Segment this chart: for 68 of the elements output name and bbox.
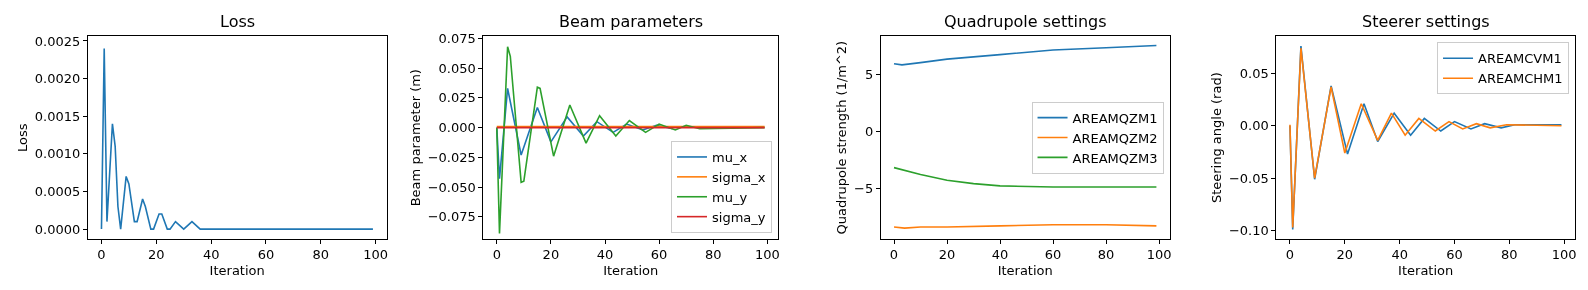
y-tick-label: 0.025: [438, 90, 476, 106]
legend-label: mu_y: [712, 189, 748, 205]
x-tick-label: 20: [938, 247, 956, 263]
chart-title: Steerer settings: [1362, 12, 1490, 31]
y-tick-label: 5: [865, 66, 874, 82]
chart-title: Quadrupole settings: [944, 12, 1107, 31]
x-tick-label: 80: [704, 247, 722, 263]
y-tick-label: 0.05: [1239, 65, 1269, 81]
y-tick-label: 0.075: [438, 31, 476, 47]
legend-label: sigma_x: [712, 169, 766, 185]
chart-title: Loss: [220, 12, 256, 31]
x-axis-title: Iteration: [603, 263, 659, 279]
y-tick-label: −5: [854, 180, 874, 196]
x-tick-label: 80: [1501, 247, 1518, 263]
y-tick-label: 0.00: [1239, 118, 1269, 134]
x-tick-label: 40: [202, 247, 220, 263]
legend-label: AREAMCHM1: [1478, 71, 1563, 87]
legend-label: AREAMQZM3: [1072, 150, 1158, 166]
y-tick-label: 0: [865, 123, 874, 139]
y-tick-label: −0.050: [427, 179, 476, 195]
y-tick-label: −0.075: [427, 209, 476, 225]
x-axis-title: Iteration: [209, 263, 265, 279]
x-tick-label: 80: [1097, 247, 1115, 263]
y-tick-label: −0.10: [1228, 223, 1269, 239]
y-tick-label: 0.0005: [34, 184, 81, 200]
x-tick-label: 100: [1146, 247, 1172, 263]
chart-title: Beam parameters: [559, 12, 704, 31]
y-tick-label: 0.0015: [34, 108, 81, 124]
y-tick-label: 0.0025: [34, 33, 81, 49]
y-tick-label: 0.000: [438, 120, 476, 136]
x-tick-label: 40: [1391, 247, 1408, 263]
x-tick-label: 0: [1285, 247, 1295, 263]
x-tick-label: 20: [542, 247, 560, 263]
legend-label: mu_x: [712, 150, 748, 166]
legend-label: AREAMCVM1: [1478, 51, 1562, 67]
legend-label: AREAMQZM1: [1072, 110, 1158, 126]
x-tick-label: 60: [1044, 247, 1062, 263]
line-series: [893, 44, 1158, 66]
x-tick-label: 0: [97, 247, 106, 263]
y-axis-title: Quadrupole strength (1/m^2): [834, 40, 850, 235]
y-tick-label: 0.0010: [34, 146, 81, 162]
line-series: [100, 47, 374, 230]
x-tick-label: 80: [312, 247, 330, 263]
x-tick-label: 0: [889, 247, 899, 263]
line-series: [893, 166, 1158, 188]
x-tick-label: 60: [1446, 247, 1463, 263]
y-tick-label: 0.0020: [34, 71, 81, 87]
y-tick-label: −0.025: [427, 149, 476, 165]
y-axis-title: Beam parameter (m): [407, 69, 423, 207]
x-tick-label: 100: [754, 247, 780, 263]
x-tick-label: 100: [1551, 247, 1577, 263]
x-tick-label: 40: [991, 247, 1009, 263]
x-axis-title: Iteration: [997, 263, 1053, 279]
x-axis-title: Iteration: [1398, 263, 1454, 279]
y-tick-label: 0.0000: [34, 221, 81, 237]
legend-label: AREAMQZM2: [1072, 130, 1158, 146]
x-tick-label: 20: [1336, 247, 1354, 263]
x-tick-label: 60: [650, 247, 668, 263]
x-tick-label: 20: [148, 247, 165, 263]
x-tick-label: 0: [492, 247, 501, 263]
y-axis-title: Steering angle (rad): [1208, 72, 1224, 204]
legend-label: sigma_y: [712, 209, 766, 225]
x-tick-label: 100: [363, 247, 389, 263]
y-axis-title: Loss: [14, 123, 30, 152]
x-tick-label: 60: [257, 247, 275, 263]
x-tick-label: 40: [596, 247, 614, 263]
y-tick-label: −0.05: [1228, 170, 1269, 186]
y-tick-label: 0.050: [438, 60, 476, 76]
